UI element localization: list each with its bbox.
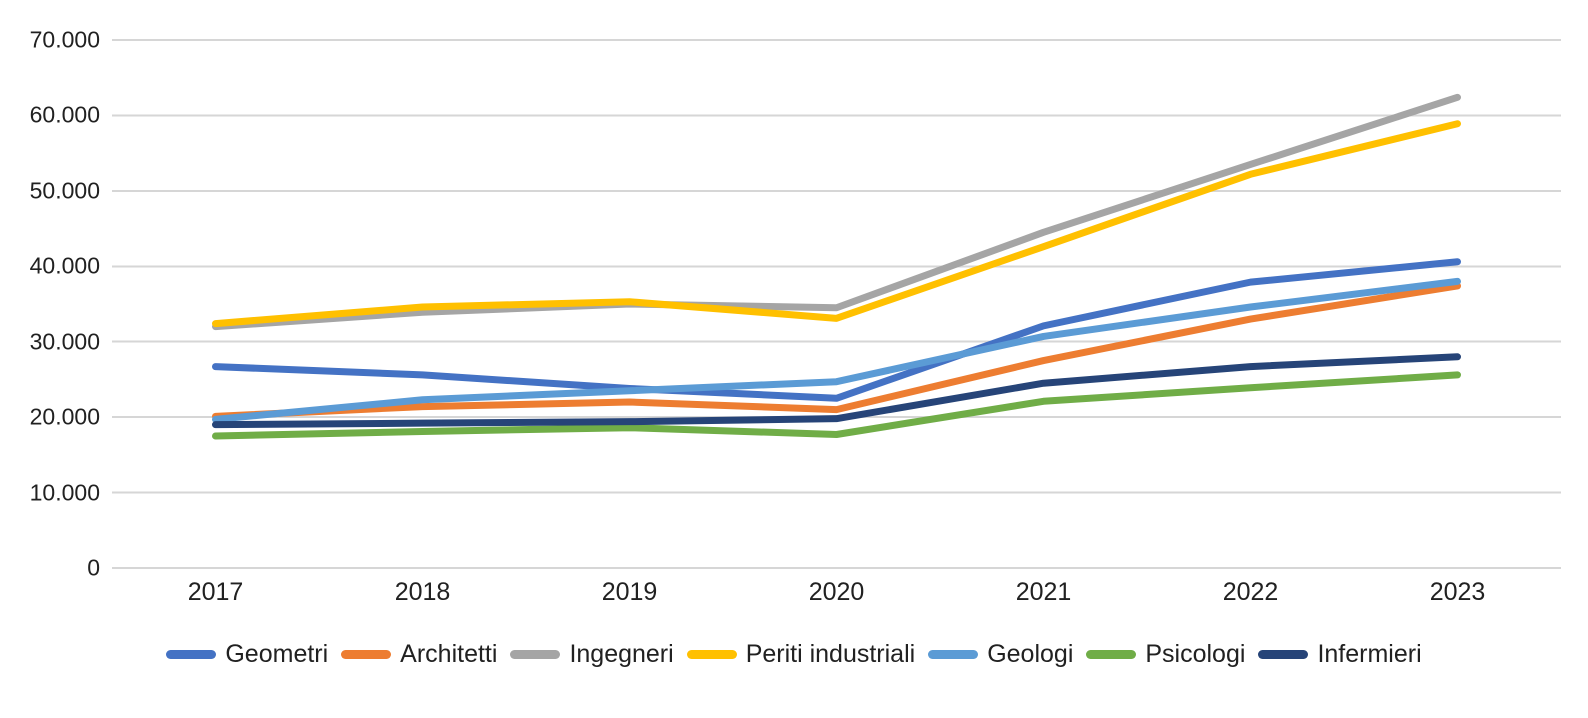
x-tick-label-2018: 2018 [394, 578, 451, 606]
legend: Geometri Architetti Ingegneri Periti indust… [0, 640, 1588, 669]
legend-swatch-icon [1086, 650, 1137, 659]
legend-swatch-icon [928, 650, 979, 659]
legend-label: Architetti [400, 640, 498, 668]
legend-swatch-icon [686, 650, 737, 659]
legend-label: Infermieri [1317, 640, 1422, 668]
legend-label: Ingegneri [569, 640, 674, 668]
legend-item-architetti: Architetti [341, 640, 497, 669]
x-tick-label-2021: 2021 [1015, 578, 1072, 606]
series-line-architetti [212, 282, 1461, 420]
legend-label: Psicologi [1145, 640, 1246, 668]
legend-swatch-icon [510, 650, 561, 659]
legend-label: Geometri [225, 640, 329, 668]
legend-swatch-icon [341, 650, 392, 659]
legend-label: Periti industriali [745, 640, 916, 668]
y-tick-label: 20.000 [29, 403, 100, 430]
series-line-psicologi [212, 371, 1461, 440]
x-tick-label-2017: 2017 [187, 578, 244, 606]
series-line-geometri [212, 258, 1461, 402]
y-tick-label: 60.000 [29, 101, 100, 128]
legend-item-geologi: Geologi [928, 640, 1073, 669]
x-tick-label-2020: 2020 [808, 578, 865, 606]
legend-item-ingegneri: Ingegneri [510, 640, 674, 669]
y-tick-label: 70.000 [29, 26, 100, 53]
legend-swatch-icon [166, 650, 217, 659]
legend-item-psicologi: Psicologi [1086, 640, 1245, 669]
legend-item-infermieri: Infermieri [1258, 640, 1422, 669]
y-tick-label: 0 [87, 554, 100, 581]
x-tick-label-2022: 2022 [1222, 578, 1279, 606]
legend-item-periti-industriali: Periti industriali [686, 640, 916, 669]
legend-swatch-icon [1258, 650, 1309, 659]
y-tick-label: 40.000 [29, 252, 100, 279]
series-line-geologi [212, 277, 1461, 423]
series-line-infermieri [212, 353, 1461, 429]
x-tick-label-2019: 2019 [601, 578, 658, 606]
series-line-ingegneri [212, 93, 1461, 331]
y-tick-label: 30.000 [29, 328, 100, 355]
x-tick-label-2023: 2023 [1429, 578, 1486, 606]
series-line-periti-industriali [212, 120, 1461, 328]
y-tick-label: 10.000 [29, 479, 100, 506]
legend-label: Geologi [987, 640, 1074, 668]
legend-item-geometri: Geometri [166, 640, 328, 669]
y-tick-label: 50.000 [29, 177, 100, 204]
series-lines [212, 93, 1461, 440]
